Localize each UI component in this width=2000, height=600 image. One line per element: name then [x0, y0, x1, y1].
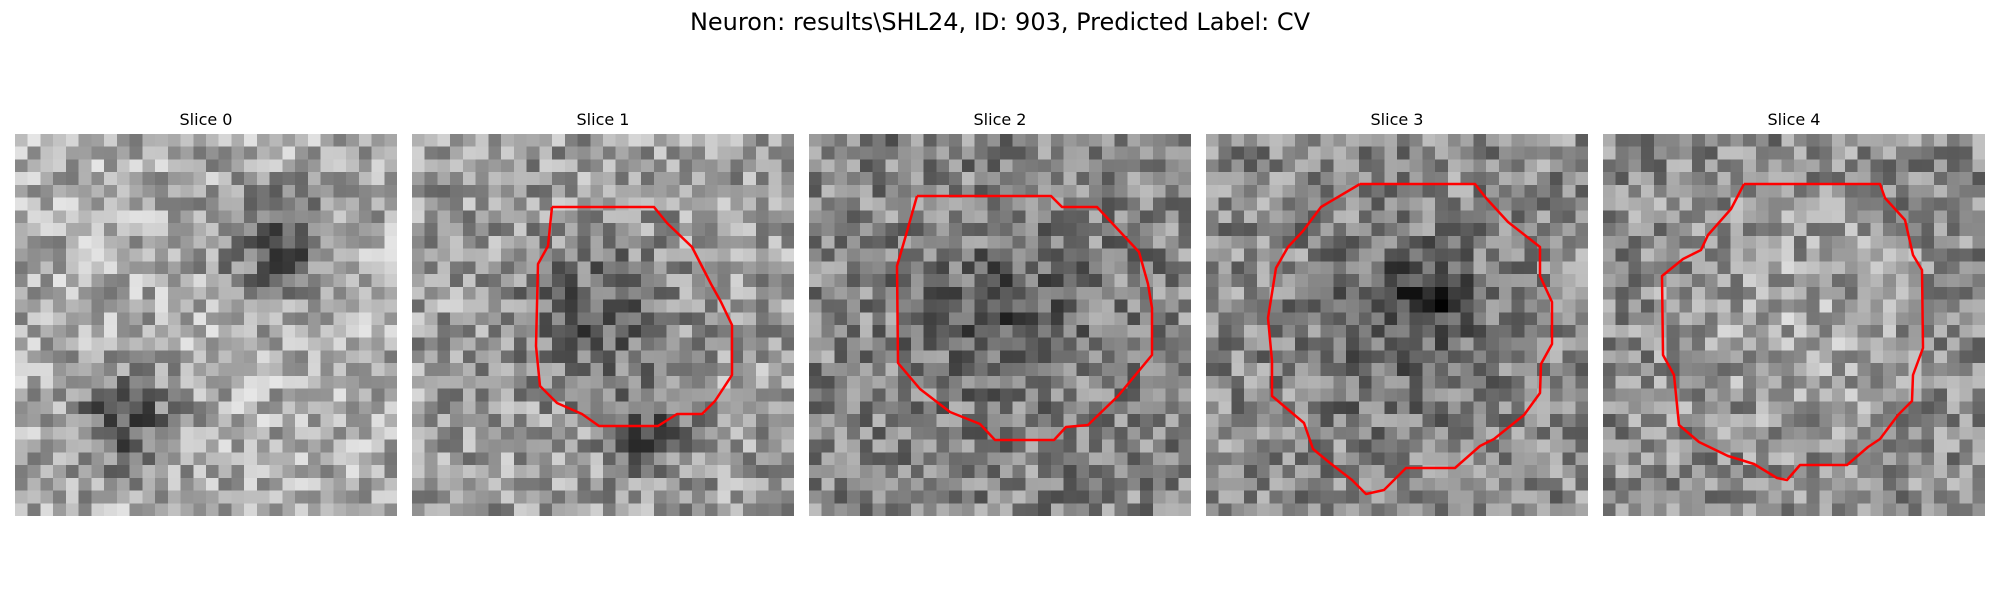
slice-1-grayscale-image	[412, 134, 794, 516]
slice-title: Slice 3	[1370, 110, 1424, 129]
slice-2-contour	[895, 194, 1154, 442]
slice-image	[809, 134, 1191, 516]
slice-image	[412, 134, 794, 516]
slice-3-contour	[1266, 182, 1554, 496]
figure-title: Neuron: results\SHL24, ID: 903, Predicte…	[689, 8, 1311, 36]
slice-4-grayscale-image	[1603, 134, 1985, 516]
slice-panel-0: Slice 0	[15, 110, 397, 516]
slice-panel-2: Slice 2	[809, 110, 1191, 516]
slice-4-contour	[1660, 182, 1925, 482]
slice-1-contour	[534, 205, 734, 428]
slice-panel-3: Slice 3	[1206, 110, 1588, 516]
slice-panel-1: Slice 1	[412, 110, 794, 516]
slice-panel-4: Slice 4	[1603, 110, 1985, 516]
slice-0-grayscale-image	[15, 134, 397, 516]
slice-2-grayscale-image	[809, 134, 1191, 516]
slice-image	[1206, 134, 1588, 516]
slice-title: Slice 2	[973, 110, 1027, 129]
slice-image	[1603, 134, 1985, 516]
slice-title: Slice 4	[1767, 110, 1821, 129]
slice-title: Slice 0	[179, 110, 233, 129]
slice-image	[15, 134, 397, 516]
slice-title: Slice 1	[576, 110, 630, 129]
